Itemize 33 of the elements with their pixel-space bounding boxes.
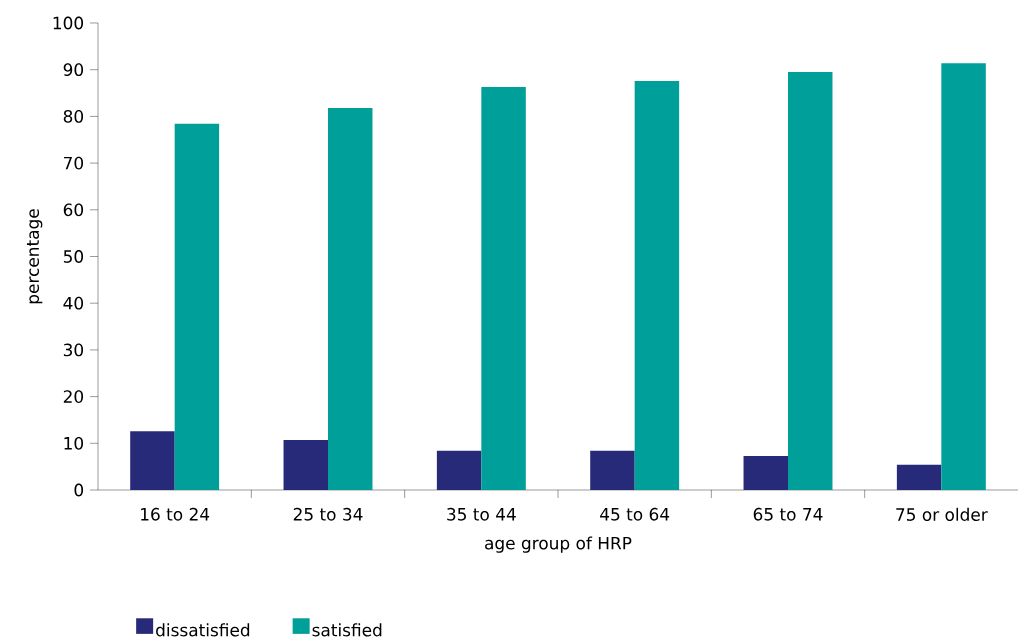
y-tick-label: 40 — [63, 296, 84, 310]
bar — [328, 107, 373, 490]
y-tick-label: 20 — [63, 390, 84, 403]
x-axis-title: age group of HRP — [485, 536, 632, 553]
y-tick-label: 30 — [63, 343, 84, 357]
x-tick-label: 25 to 34 — [293, 507, 363, 521]
x-tick-label: 65 to 74 — [753, 507, 823, 521]
bar — [283, 440, 328, 490]
legend-label: satisfied — [312, 623, 382, 637]
y-tick-label: 80 — [63, 109, 84, 123]
y-axis-title: percentage — [26, 209, 43, 304]
x-tick-label: 35 to 44 — [447, 507, 516, 521]
legend-label: dissatisfied — [156, 623, 250, 637]
bar — [130, 431, 175, 490]
bar — [896, 464, 942, 490]
bar — [743, 455, 789, 490]
y-tick-label: 70 — [63, 156, 84, 170]
x-tick-label: 16 to 24 — [141, 507, 210, 521]
bar — [788, 72, 833, 490]
x-tick-label: 45 to 64 — [600, 507, 670, 521]
bar — [941, 63, 986, 490]
y-tick-label: 100 — [53, 16, 84, 30]
y-tick-label: 50 — [63, 250, 84, 263]
y-tick-label: 0 — [74, 483, 84, 497]
bar — [634, 80, 680, 490]
bar — [481, 86, 526, 490]
bar — [436, 450, 482, 490]
y-tick-label: 60 — [63, 203, 84, 217]
bar — [174, 123, 220, 490]
y-tick-label: 90 — [63, 63, 84, 77]
y-tick-label: 10 — [64, 436, 84, 450]
bar — [590, 450, 635, 490]
x-tick-label: 75 or older — [896, 507, 988, 521]
